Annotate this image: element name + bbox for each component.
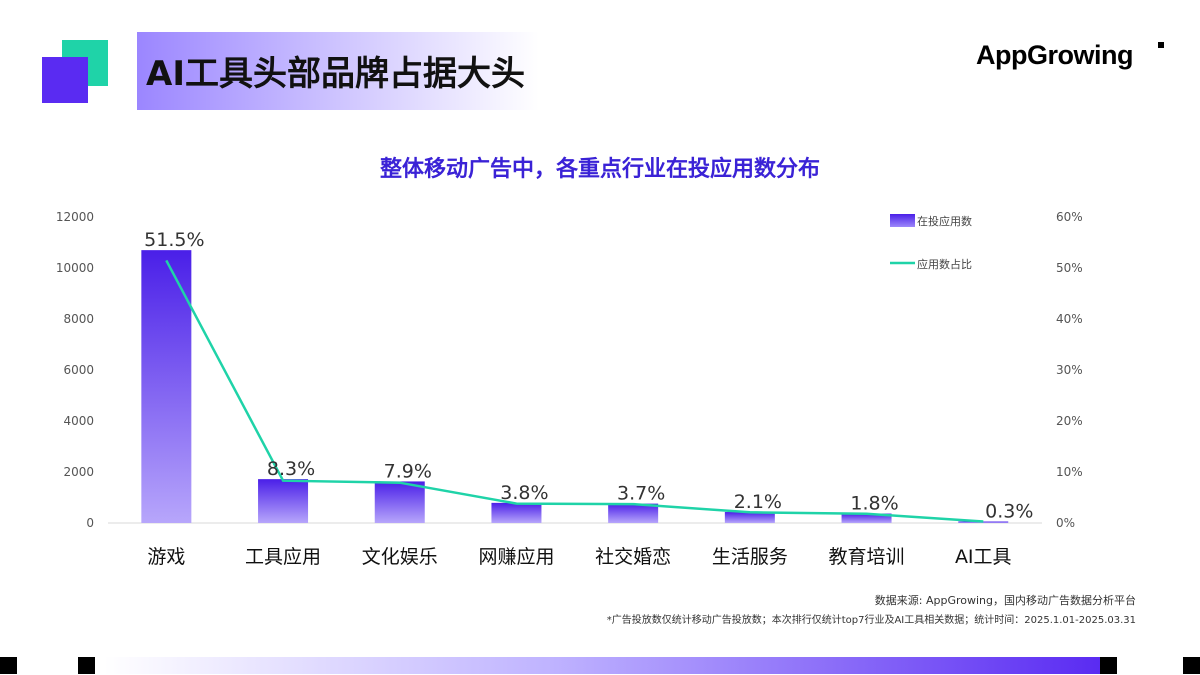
category-label: AI工具: [955, 546, 1012, 568]
footnote: *广告投放数仅统计移动广告投放数；本次排行仅统计top7行业及AI工具相关数据；…: [606, 615, 1136, 626]
logo-dot-icon: [1158, 42, 1164, 48]
percent-label: 1.8%: [850, 493, 898, 515]
percent-label: 7.9%: [384, 460, 432, 482]
legend-line-label: 应用数占比: [917, 258, 972, 271]
category-label: 教育培训: [829, 546, 905, 568]
y-right-tick-label: 30%: [1056, 363, 1083, 377]
y-right-tick-label: 60%: [1056, 210, 1083, 224]
footer-square-1: [0, 657, 17, 674]
chart-title: 整体移动广告中，各重点行业在投应用数分布: [379, 157, 820, 182]
appgrowing-logo: AppGrowing: [976, 40, 1133, 70]
footer-square-4: [1183, 657, 1200, 674]
chart-canvas: 0 2000 4000 6000 8000 10000 12000 0% 10% 20% 30% 4…: [56, 210, 1083, 568]
y-right-tick-label: 10%: [1056, 465, 1083, 479]
footer-square-2: [78, 657, 95, 674]
percent-label: 3.7%: [617, 483, 665, 505]
y-left-tick-label: 12000: [56, 210, 94, 224]
ratio-line: [165, 259, 984, 523]
y-right-tick-label: 40%: [1056, 312, 1083, 326]
percent-label: 51.5%: [144, 229, 204, 251]
legend-bar-label: 在投应用数: [917, 215, 972, 228]
bar: [724, 512, 775, 523]
y-left-tick-label: 8000: [63, 312, 94, 326]
y-left-tick-label: 2000: [63, 465, 94, 479]
page-title: AI工具头部品牌占据大头: [146, 54, 525, 94]
y-left-tick-label: 6000: [63, 363, 94, 377]
bar: [841, 513, 892, 523]
bar: [491, 502, 542, 523]
footer-gradient-bar: [104, 657, 1100, 674]
title-band: [137, 32, 539, 110]
category-label: 社交婚恋: [595, 546, 671, 568]
bar: [608, 503, 659, 523]
y-left-tick-label: 10000: [56, 261, 94, 275]
decor-square-purple: [42, 57, 88, 103]
percent-label: 3.8%: [500, 482, 548, 504]
category-label: 网赚应用: [478, 546, 554, 568]
category-label: 工具应用: [245, 546, 321, 568]
category-label: 生活服务: [712, 546, 788, 568]
category-label: 游戏: [147, 546, 185, 568]
category-label: 文化娱乐: [362, 546, 438, 568]
data-source: 数据来源: AppGrowing，国内移动广告数据分析平台: [874, 594, 1136, 607]
y-right-tick-label: 20%: [1056, 414, 1083, 428]
percent-label: 0.3%: [985, 500, 1033, 522]
bar: [258, 479, 309, 523]
y-right-tick-label: 50%: [1056, 261, 1083, 275]
y-right-tick-label: 0%: [1056, 516, 1075, 530]
y-left-tick-label: 4000: [63, 414, 94, 428]
percent-label: 8.3%: [267, 458, 315, 480]
percent-label: 2.1%: [734, 491, 782, 513]
y-left-tick-label: 0: [86, 516, 94, 530]
bar: [141, 250, 192, 523]
legend-bar-swatch: [890, 214, 915, 227]
bar: [374, 481, 425, 523]
footer-square-3: [1100, 657, 1117, 674]
